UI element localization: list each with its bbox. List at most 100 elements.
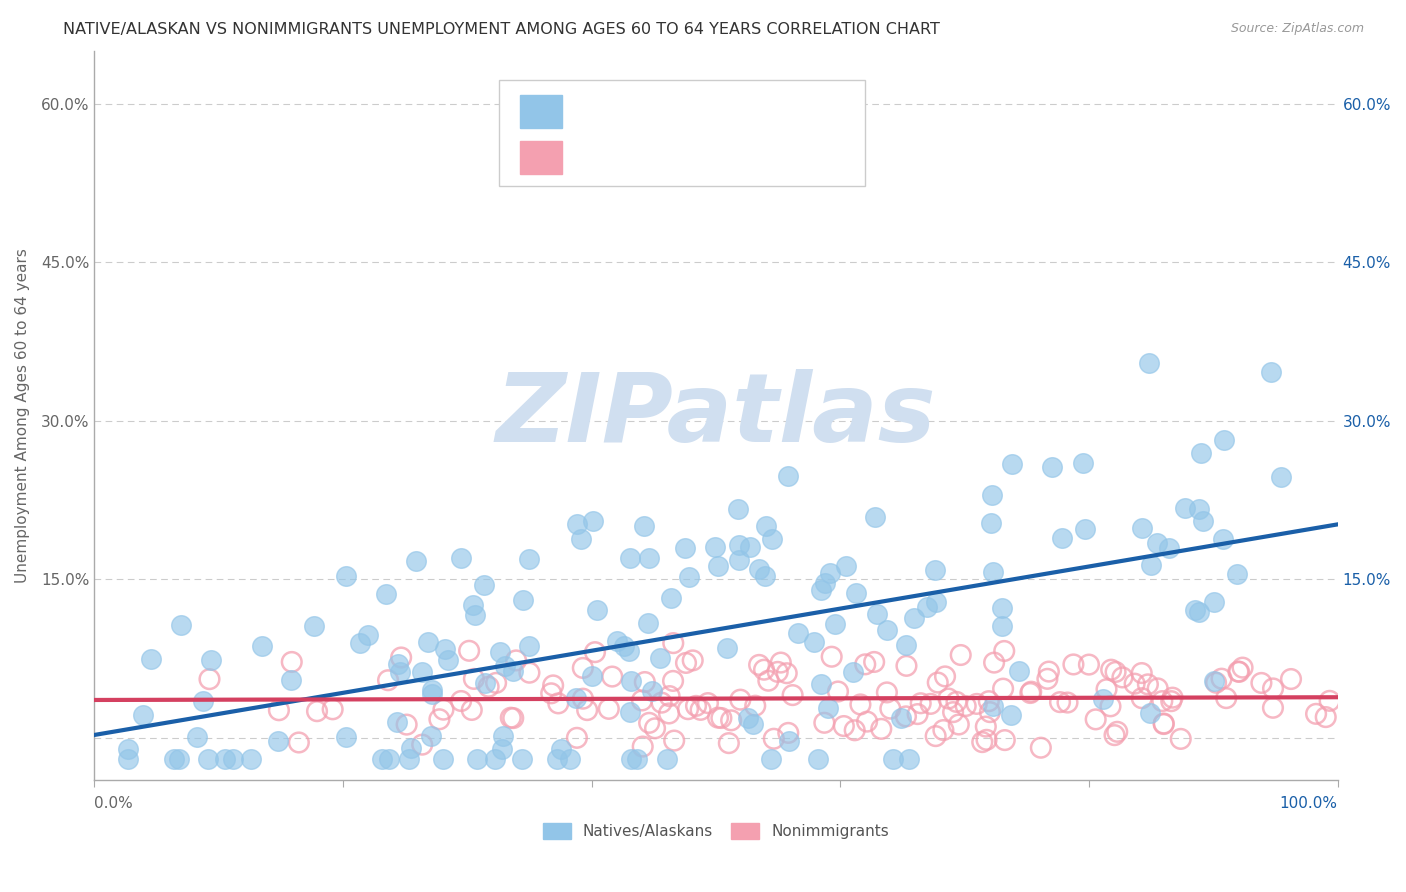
Point [927, 675, 949, 690]
Point [863, 509, 886, 524]
Point [510, 752, 533, 766]
Point [662, 673, 685, 688]
Point [1315, 710, 1337, 724]
Point [1227, 665, 1250, 679]
Point [499, 711, 522, 725]
Point [1192, 514, 1215, 528]
Point [1091, 691, 1114, 706]
Point [280, 673, 302, 687]
Point [1049, 695, 1071, 709]
Point [463, 598, 485, 612]
Point [1202, 595, 1225, 609]
Point [678, 570, 700, 584]
Point [1074, 522, 1097, 536]
Point [560, 752, 582, 766]
Point [1174, 500, 1197, 515]
Point [1130, 666, 1153, 681]
Point [631, 739, 654, 754]
Point [398, 752, 420, 766]
Text: ZIPatlas: ZIPatlas [496, 369, 936, 462]
Point [583, 645, 606, 659]
Point [1226, 567, 1249, 582]
Point [267, 734, 290, 748]
Point [631, 693, 654, 707]
Point [1104, 665, 1126, 679]
Point [222, 752, 245, 766]
Point [1215, 691, 1237, 706]
Point [335, 569, 357, 583]
Point [461, 703, 484, 717]
Point [1019, 684, 1042, 698]
Point [281, 655, 304, 669]
Point [849, 698, 872, 712]
Point [979, 705, 1001, 719]
Point [737, 711, 759, 725]
Point [519, 665, 541, 680]
Point [662, 636, 685, 650]
Point [866, 607, 889, 621]
Point [1305, 706, 1327, 721]
Point [600, 669, 623, 683]
Point [807, 752, 830, 766]
Point [1056, 696, 1078, 710]
Point [385, 714, 408, 729]
Point [450, 694, 472, 708]
Point [650, 650, 672, 665]
Point [1159, 541, 1181, 555]
Point [897, 752, 920, 766]
Point [769, 656, 792, 670]
Point [405, 554, 427, 568]
Point [817, 701, 839, 715]
Point [131, 707, 153, 722]
Point [991, 619, 1014, 633]
Point [752, 663, 775, 677]
Point [1136, 677, 1159, 691]
Point [664, 733, 686, 747]
Point [759, 752, 782, 766]
Point [1146, 681, 1168, 696]
Point [565, 516, 588, 531]
Point [1052, 532, 1074, 546]
Point [710, 711, 733, 725]
Point [1189, 446, 1212, 460]
Point [972, 735, 994, 749]
Point [163, 752, 186, 766]
Point [803, 635, 825, 649]
Point [948, 717, 970, 731]
Point [924, 595, 946, 609]
Point [882, 752, 904, 766]
Point [977, 694, 1000, 708]
Point [139, 652, 162, 666]
Point [432, 752, 454, 766]
Point [955, 698, 977, 713]
Point [778, 726, 800, 740]
Point [810, 677, 832, 691]
Point [1227, 665, 1250, 679]
Point [491, 742, 513, 756]
Text: R = 0.487   N = 153: R = 0.487 N = 153 [598, 102, 821, 120]
Point [411, 738, 433, 752]
Point [776, 666, 799, 681]
Point [685, 698, 707, 713]
Point [821, 649, 844, 664]
Point [464, 608, 486, 623]
Point [841, 665, 863, 679]
Point [572, 691, 595, 706]
Point [541, 678, 564, 692]
Point [581, 669, 603, 683]
Point [949, 648, 972, 662]
Legend: Natives/Alaskans, Nonimmigrants: Natives/Alaskans, Nonimmigrants [537, 817, 896, 846]
Point [1111, 670, 1133, 684]
Point [349, 636, 371, 650]
Point [730, 692, 752, 706]
Point [762, 731, 785, 746]
Point [170, 618, 193, 632]
Point [411, 665, 433, 679]
Text: R =  0.110   N = 142: R = 0.110 N = 142 [598, 148, 832, 167]
Point [1212, 532, 1234, 546]
Point [754, 568, 776, 582]
Point [924, 729, 946, 743]
Text: 100.0%: 100.0% [1279, 797, 1337, 811]
Point [617, 644, 640, 658]
Point [1161, 690, 1184, 705]
